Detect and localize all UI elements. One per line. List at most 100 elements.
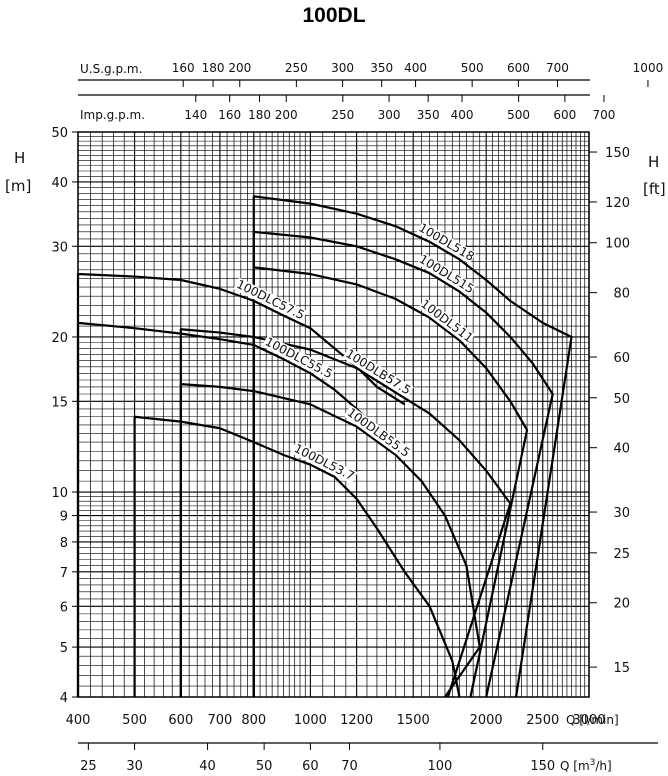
y-axis-unit: [m] (5, 177, 31, 195)
impgpm-tick-label: 300 (378, 108, 401, 122)
x-tick-label: 600 (168, 713, 193, 728)
ft-tick-label: 80 (613, 287, 630, 302)
ft-tick-label: 150 (605, 146, 630, 161)
m3h-tick-label: 25 (80, 759, 97, 774)
y-axis-right-label: H (648, 153, 659, 171)
impgpm-tick-label: 160 (218, 108, 241, 122)
x-axis-ticks: 400 500 600 700 800 1000 1200 1500 2000 2500 3000 (66, 713, 606, 728)
impgpm-tick-label: 200 (275, 108, 298, 122)
m3h-tick-label: 70 (341, 759, 358, 774)
usgpm-tick-label: 500 (461, 61, 484, 75)
series-label: 100DLB55.5 (345, 405, 413, 460)
series-label-bg (233, 277, 308, 323)
ft-tick-label: 40 (613, 442, 630, 457)
series-line (179, 328, 512, 698)
series-label: 100DLB57.5 (343, 346, 413, 397)
series-label-bg (418, 297, 476, 346)
impgpm-tick-label: 180 (248, 108, 271, 122)
series-line (179, 383, 481, 698)
x-tick-label: 1000 (294, 713, 327, 728)
impgpm-tick-label: 400 (451, 108, 474, 122)
y-axis-label: H (14, 149, 25, 167)
series-label-bg (261, 334, 336, 382)
series-label-bg (343, 405, 413, 461)
y-tick-label: 9 (60, 510, 68, 525)
usgpm-tick-label: 250 (285, 61, 308, 75)
y-tick-label: 6 (60, 600, 68, 615)
y-tick-label: 7 (60, 566, 68, 581)
series-label-bg (416, 221, 477, 264)
usgpm-tick-label: 160 (172, 61, 195, 75)
series-line (133, 415, 461, 698)
y-tick-label: 5 (60, 641, 68, 656)
m3h-tick-label: 30 (126, 759, 143, 774)
x-tick-label: 1200 (340, 713, 373, 728)
usgpm-tick-label: 300 (331, 61, 354, 75)
impgpm-tick-label: 500 (507, 108, 530, 122)
y-axis-ticks: 4 5 6 7 8 9 10 15 20 30 40 50 (51, 126, 78, 706)
m3h-tick-label: 150 (530, 759, 555, 774)
y-tick-label: 8 (60, 536, 68, 551)
series-label-bg (342, 346, 414, 399)
chart-title: 100DL (302, 4, 365, 27)
x-tick-label: 800 (241, 713, 266, 728)
y-tick-label: 50 (51, 126, 68, 141)
x-tick-label: 1500 (397, 713, 430, 728)
x-tick-label: 700 (208, 713, 233, 728)
ft-tick-label: 60 (613, 351, 630, 366)
usgpm-tick-label: 400 (404, 61, 427, 75)
series-label-group: 100DLB55.5 (343, 405, 413, 461)
ft-tick-label: 25 (613, 547, 630, 562)
series-line (252, 195, 573, 698)
m3h-tick-label: 100 (428, 759, 453, 774)
usgpm-tick-label: 1000 (633, 61, 664, 75)
series-line (76, 272, 406, 697)
impgpm-tick-label: 700 (592, 108, 615, 122)
x-axis-m3h-label: Q [m3/h] (560, 758, 612, 773)
impgpm-axis-label: Imp.g.p.m. (80, 108, 145, 122)
ft-tick-label: 20 (613, 597, 630, 612)
impgpm-tick-label: 140 (184, 108, 207, 122)
usgpm-tick-label: 350 (370, 61, 393, 75)
y-tick-label: 30 (51, 240, 68, 255)
series-line (252, 230, 554, 698)
x-tick-label: 500 (122, 713, 147, 728)
ft-tick-label: 120 (605, 196, 630, 211)
series-label: 100DL511 (418, 297, 476, 345)
series-line (76, 321, 406, 697)
impgpm-tick-label: 350 (417, 108, 440, 122)
series-curves (76, 195, 573, 698)
ft-tick-label: 100 (605, 237, 630, 252)
y-tick-label: 20 (51, 331, 68, 346)
x-axis-label: Q [l/min] (566, 713, 619, 727)
ft-tick-label: 50 (613, 392, 630, 407)
usgpm-tick-label: 700 (546, 61, 569, 75)
y-tick-label: 40 (51, 176, 68, 191)
x-tick-label: 3000 (572, 713, 605, 728)
m3h-tick-label: 40 (199, 759, 216, 774)
x-tick-label: 400 (66, 713, 91, 728)
secondary-axes: 15 20 25 30 40 50 60 80 100 120 150 25 30 40 50 60 70 100… (78, 61, 663, 774)
ft-tick-label: 15 (613, 661, 630, 676)
series-label: 100DLC55.5 (263, 334, 335, 381)
series-label-group: 100DL511 (418, 297, 476, 345)
y-tick-label: 15 (51, 395, 68, 410)
series-label-group: 100DLB57.5 (342, 346, 414, 399)
usgpm-axis-label: U.S.g.p.m. (80, 62, 142, 76)
impgpm-tick-label: 250 (331, 108, 354, 122)
usgpm-tick-label: 200 (228, 61, 251, 75)
series-label-bg (416, 252, 476, 297)
x-tick-label: 2000 (470, 713, 503, 728)
series-label-bg (290, 441, 358, 484)
y-tick-label: 10 (51, 486, 68, 501)
usgpm-tick-label: 180 (202, 61, 225, 75)
y-axis-right-unit: [ft] (643, 180, 666, 198)
ft-tick-label: 30 (613, 506, 630, 521)
m3h-tick-label: 60 (302, 759, 319, 774)
m3h-tick-label: 50 (256, 759, 273, 774)
series-line (252, 266, 529, 698)
y-tick-label: 4 (60, 691, 68, 706)
usgpm-tick-label: 600 (507, 61, 530, 75)
x-tick-label: 2500 (526, 713, 559, 728)
